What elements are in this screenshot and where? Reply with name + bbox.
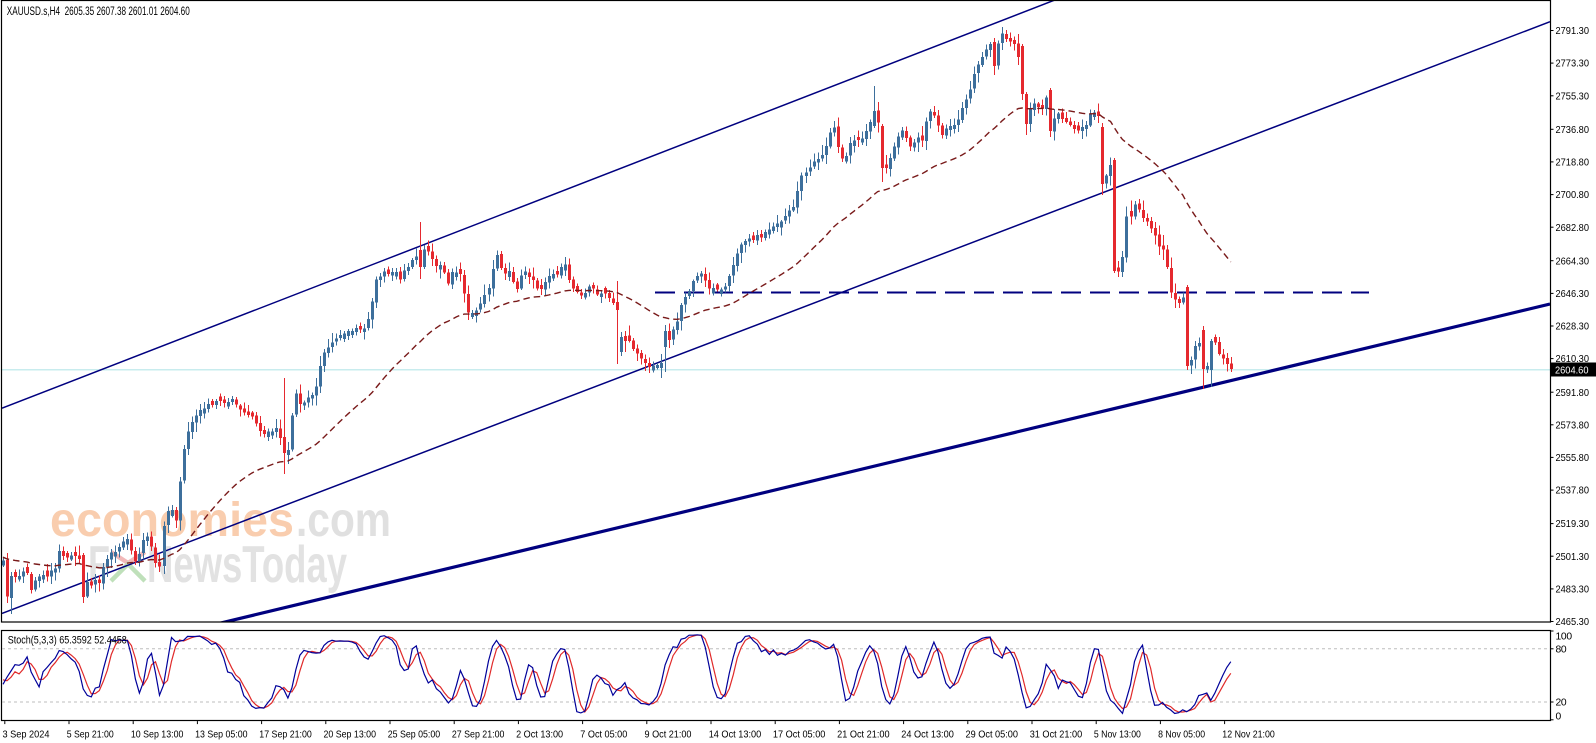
svg-text:2718.80: 2718.80 [1556, 158, 1590, 169]
svg-text:XAUUSD.s,H4 2605.35 2607.38 2: XAUUSD.s,H4 2605.35 2607.38 2601.01 2604… [7, 6, 190, 18]
svg-text:2700.80: 2700.80 [1556, 190, 1590, 201]
svg-text:2682.80: 2682.80 [1556, 223, 1590, 234]
svg-text:2610.30: 2610.30 [1556, 354, 1590, 365]
svg-text:NewsToday: NewsToday [147, 536, 347, 594]
svg-text:20 Sep 13:00: 20 Sep 13:00 [324, 728, 377, 740]
svg-text:2755.30: 2755.30 [1556, 91, 1590, 102]
svg-text:2628.30: 2628.30 [1556, 322, 1590, 333]
svg-text:2519.30: 2519.30 [1556, 519, 1590, 530]
svg-text:2646.30: 2646.30 [1556, 289, 1590, 300]
svg-text:14 Oct 13:00: 14 Oct 13:00 [709, 728, 762, 740]
svg-text:5 Nov 13:00: 5 Nov 13:00 [1094, 728, 1141, 740]
svg-text:29 Oct 05:00: 29 Oct 05:00 [966, 728, 1019, 740]
svg-text:7 Oct 05:00: 7 Oct 05:00 [580, 728, 627, 740]
svg-text:Stoch(5,3,3) 65.3592 52.4458: Stoch(5,3,3) 65.3592 52.4458 [8, 635, 127, 647]
svg-text:2 Oct 13:00: 2 Oct 13:00 [516, 728, 563, 740]
svg-text:5 Sep 21:00: 5 Sep 21:00 [67, 728, 114, 740]
svg-text:2573.80: 2573.80 [1556, 420, 1590, 431]
svg-text:.com: .com [296, 494, 391, 547]
svg-text:3 Sep 2024: 3 Sep 2024 [3, 728, 50, 740]
svg-text:31 Oct 21:00: 31 Oct 21:00 [1030, 728, 1083, 740]
svg-text:2537.80: 2537.80 [1556, 486, 1590, 497]
svg-text:2465.30: 2465.30 [1556, 617, 1590, 628]
svg-text:17 Sep 21:00: 17 Sep 21:00 [259, 728, 312, 740]
svg-text:10 Sep 13:00: 10 Sep 13:00 [131, 728, 184, 740]
svg-text:21 Oct 21:00: 21 Oct 21:00 [837, 728, 890, 740]
svg-text:2773.30: 2773.30 [1556, 59, 1590, 70]
svg-text:2591.80: 2591.80 [1556, 388, 1590, 399]
svg-text:17 Oct 05:00: 17 Oct 05:00 [773, 728, 826, 740]
svg-text:80: 80 [1556, 645, 1567, 656]
svg-text:2664.30: 2664.30 [1556, 256, 1590, 267]
svg-text:12 Nov 21:00: 12 Nov 21:00 [1222, 728, 1275, 740]
svg-text:2604.60: 2604.60 [1555, 366, 1589, 377]
svg-text:0: 0 [1556, 711, 1562, 722]
svg-text:2501.30: 2501.30 [1556, 552, 1590, 563]
svg-text:100: 100 [1556, 632, 1573, 643]
svg-text:2555.80: 2555.80 [1556, 453, 1590, 464]
svg-text:27 Sep 21:00: 27 Sep 21:00 [452, 728, 505, 740]
svg-text:2736.80: 2736.80 [1556, 125, 1590, 136]
svg-text:economies: economies [50, 494, 294, 547]
svg-text:2483.30: 2483.30 [1556, 585, 1590, 596]
svg-text:20: 20 [1556, 698, 1567, 709]
svg-text:8 Nov 05:00: 8 Nov 05:00 [1158, 728, 1205, 740]
svg-text:24 Oct 13:00: 24 Oct 13:00 [901, 728, 954, 740]
svg-text:13 Sep 05:00: 13 Sep 05:00 [195, 728, 248, 740]
svg-text:9 Oct 21:00: 9 Oct 21:00 [645, 728, 692, 740]
svg-text:2791.30: 2791.30 [1556, 26, 1590, 37]
svg-text:25 Sep 05:00: 25 Sep 05:00 [388, 728, 441, 740]
